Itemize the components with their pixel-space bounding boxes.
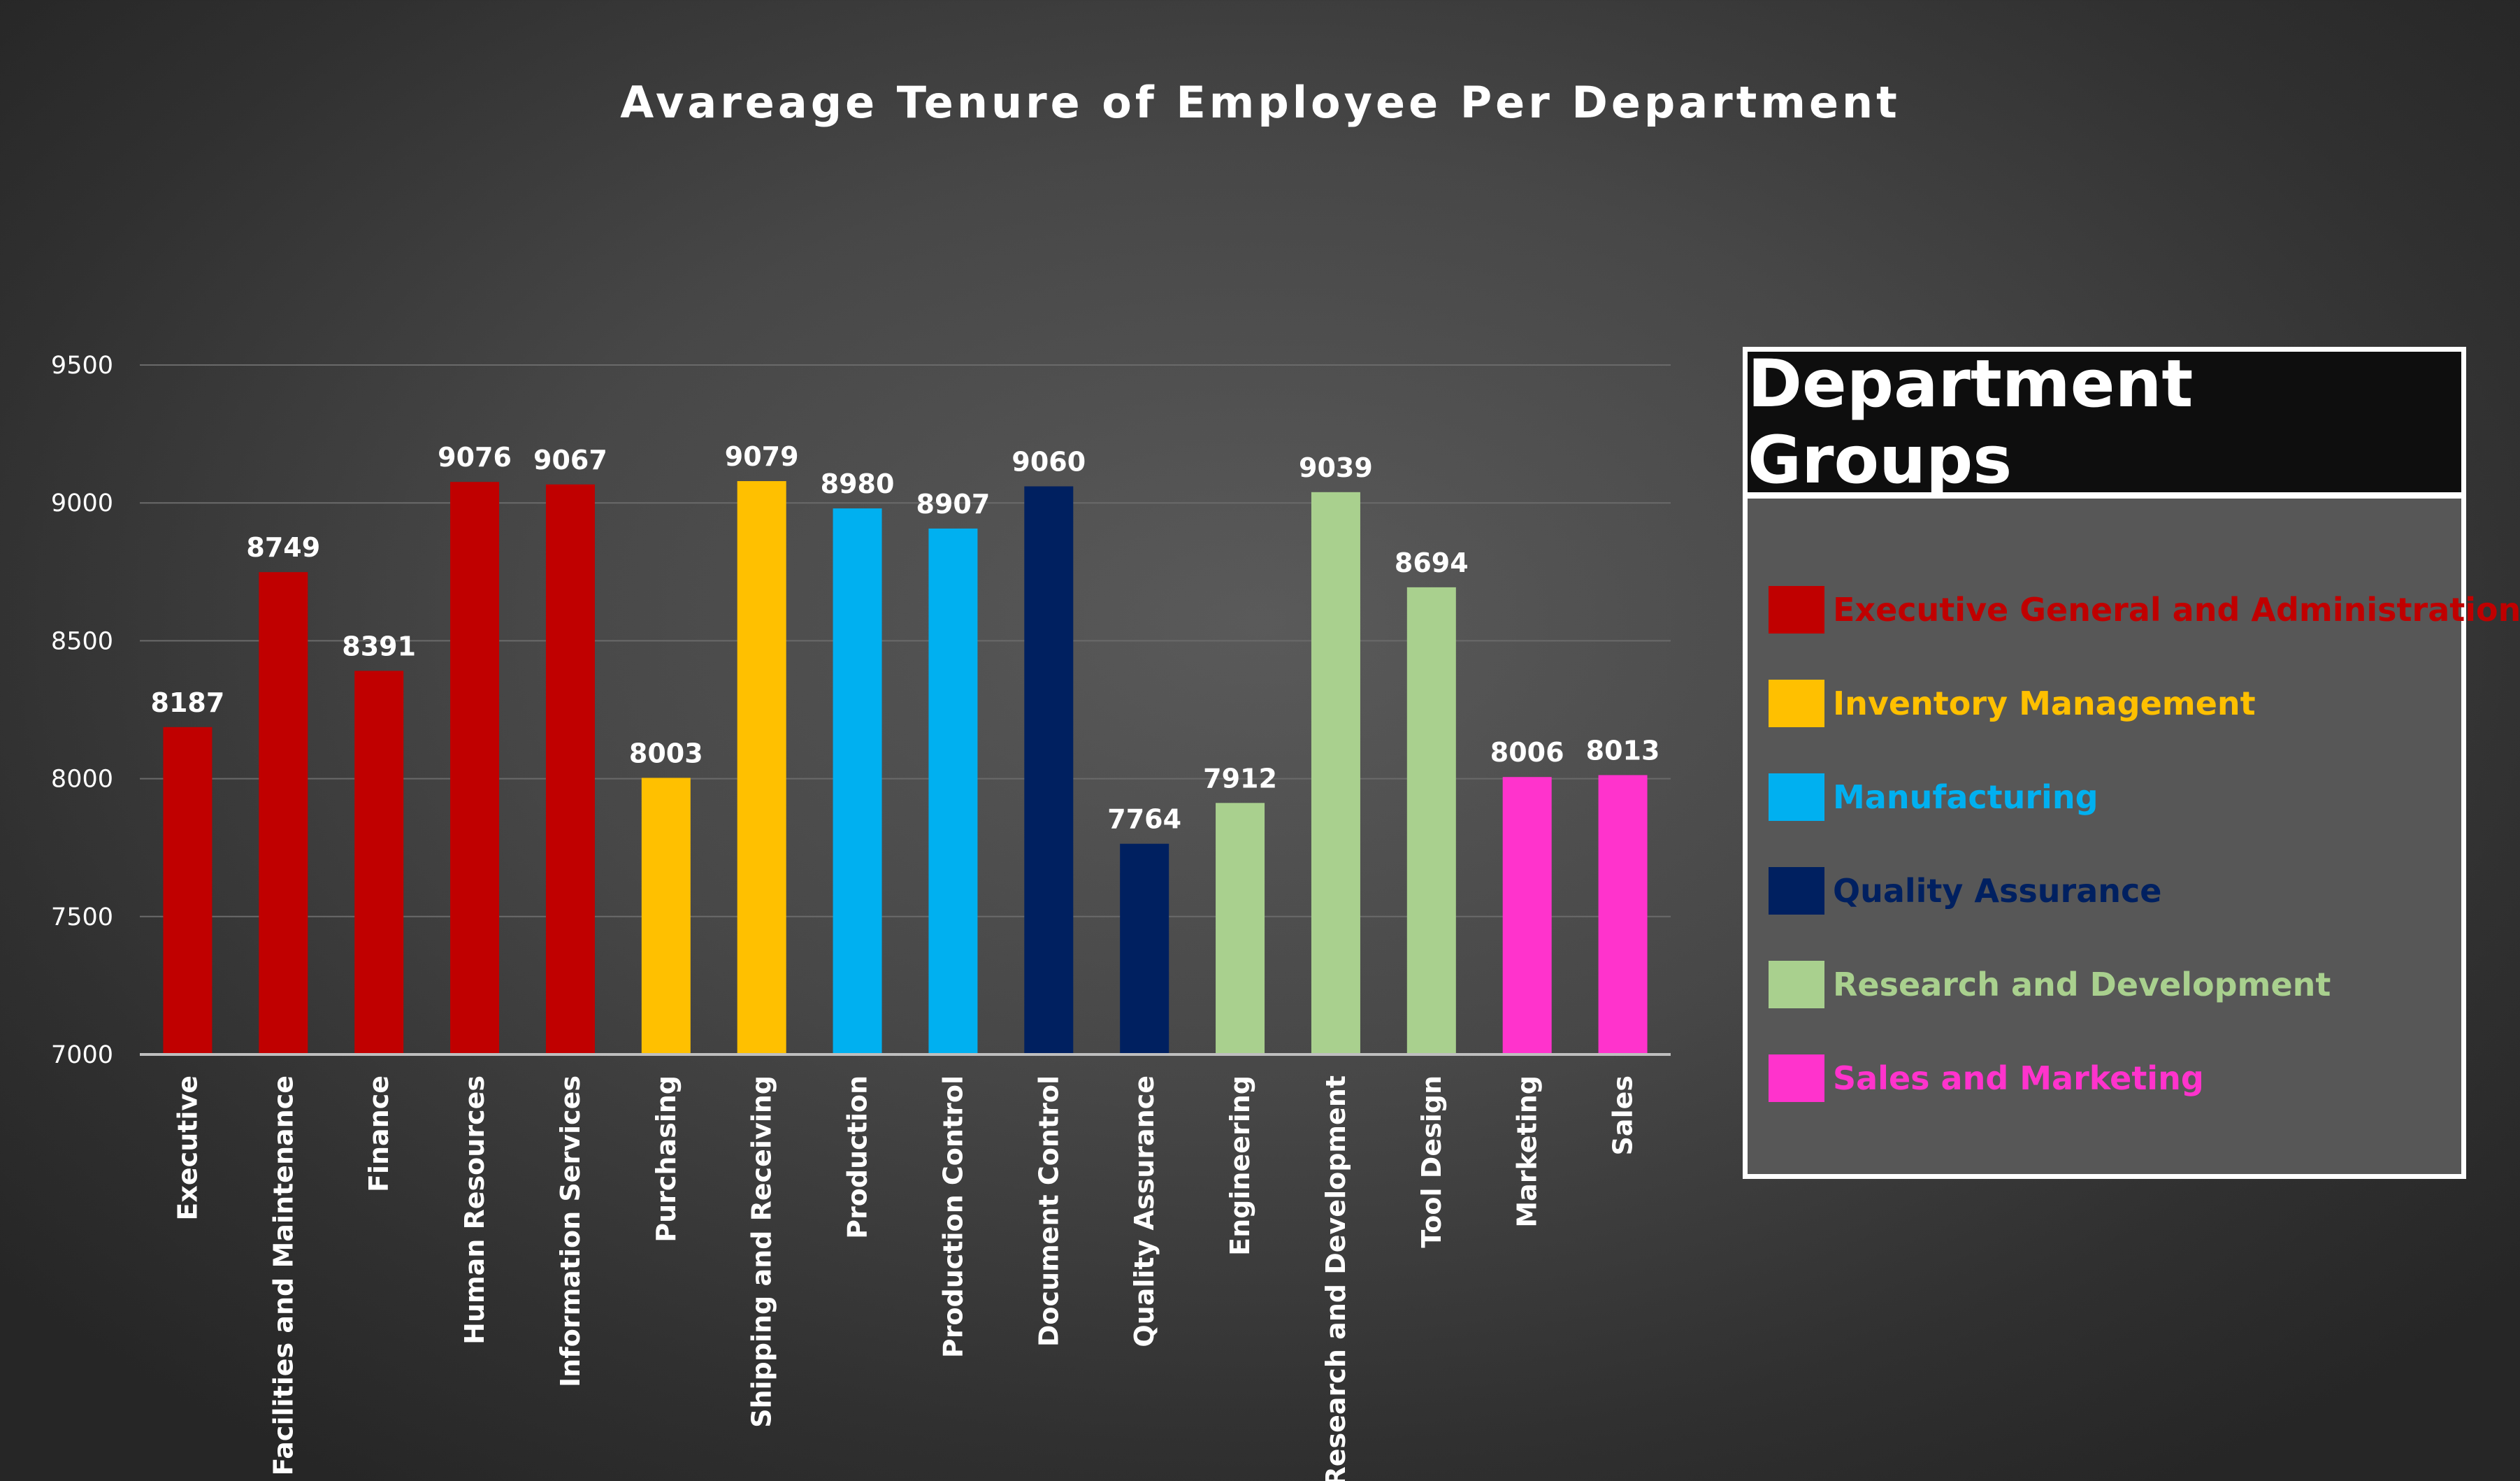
- bar: [1502, 777, 1552, 1054]
- bar: [928, 528, 978, 1054]
- legend-item-sales-marketing: Sales and Marketing: [1769, 1031, 2461, 1125]
- bar: [163, 727, 213, 1054]
- category-label: Finance: [363, 1075, 394, 1192]
- data-label: 9039: [1299, 452, 1373, 483]
- category-label: Quality Assurance: [1129, 1075, 1160, 1347]
- category-label: Purchasing: [651, 1075, 682, 1243]
- legend-body: Executive General and Administration Inv…: [1748, 499, 2520, 1125]
- category-label: Engineering: [1225, 1075, 1255, 1256]
- legend-label: Sales and Marketing: [1833, 1059, 2204, 1097]
- data-label: 8187: [151, 687, 225, 718]
- bar: [450, 482, 500, 1054]
- chart-title: Avareage Tenure of Employee Per Departme…: [620, 77, 1901, 128]
- data-label: 8749: [246, 532, 320, 563]
- bar: [1024, 486, 1074, 1054]
- data-label: 7912: [1203, 763, 1277, 794]
- data-label: 9067: [533, 445, 607, 475]
- data-label: 9060: [1011, 447, 1086, 478]
- x-axis-categories: Executive Facilities and Maintenance Finan…: [172, 1075, 1638, 1481]
- legend-item-inventory-management: Inventory Management: [1769, 657, 2461, 750]
- category-label: Human Resources: [459, 1075, 490, 1345]
- bar: [737, 481, 786, 1054]
- y-tick-label: 9000: [51, 489, 113, 517]
- legend-title: Department Groups: [1748, 345, 2194, 499]
- y-axis-ticks: 7000 7500 8000 8500 9000 9500: [51, 352, 113, 1069]
- legend-item-manufacturing: Manufacturing: [1769, 750, 2461, 844]
- category-label: Shipping and Receiving: [747, 1075, 777, 1428]
- legend-label: Quality Assurance: [1833, 872, 2162, 910]
- bar: [545, 484, 595, 1054]
- legend-label: Executive General and Administration: [1833, 591, 2520, 629]
- y-tick-label: 8000: [51, 766, 113, 794]
- legend-item-quality-assurance: Quality Assurance: [1769, 844, 2461, 938]
- data-labels: 8187 8749 8391 9076 9067 8003 9079 8980 8907 9060…: [151, 441, 1660, 835]
- category-label: Sales: [1608, 1075, 1639, 1155]
- data-label: 8694: [1395, 548, 1469, 578]
- y-tick-label: 8500: [51, 627, 113, 655]
- legend-swatch: [1769, 867, 1824, 915]
- data-label: 8013: [1586, 735, 1660, 766]
- data-label: 8980: [821, 468, 895, 499]
- legend-swatch: [1769, 961, 1824, 1008]
- category-label: Information Services: [555, 1075, 586, 1387]
- data-label: 9076: [438, 442, 512, 473]
- category-label: Tool Design: [1416, 1075, 1447, 1248]
- data-label: 8006: [1490, 737, 1564, 768]
- data-label: 8391: [342, 631, 416, 661]
- bar: [1406, 587, 1456, 1054]
- legend-swatch: [1769, 586, 1824, 634]
- bar: [259, 572, 308, 1054]
- data-label: 7764: [1107, 804, 1181, 835]
- legend-swatch: [1769, 773, 1824, 821]
- category-label: Production Control: [937, 1075, 968, 1358]
- legend-label: Research and Development: [1833, 966, 2331, 1003]
- category-label: Document Control: [1033, 1075, 1064, 1347]
- bar: [354, 671, 404, 1054]
- y-tick-label: 7500: [51, 903, 113, 931]
- category-label: Marketing: [1512, 1075, 1543, 1228]
- category-label: Facilities and Maintenance: [268, 1075, 298, 1475]
- category-label: Research and Development: [1320, 1075, 1351, 1481]
- data-label: 8003: [629, 738, 703, 768]
- bar: [1216, 803, 1265, 1054]
- y-tick-label: 9500: [51, 352, 113, 380]
- legend-label: Manufacturing: [1833, 778, 2098, 816]
- bar: [1120, 843, 1169, 1054]
- legend-swatch: [1769, 680, 1824, 727]
- bar: [641, 778, 691, 1054]
- y-tick-label: 7000: [51, 1041, 113, 1069]
- data-label: 9079: [725, 441, 799, 472]
- legend-header: Department Groups: [1748, 346, 2461, 499]
- legend-item-executive-general-admin: Executive General and Administration: [1769, 563, 2520, 657]
- category-label: Executive: [172, 1075, 203, 1221]
- legend-panel: Department Groups Executive General and …: [1743, 346, 2520, 1179]
- legend-label: Inventory Management: [1833, 685, 2256, 722]
- legend-swatch: [1769, 1054, 1824, 1102]
- data-label: 8907: [916, 489, 991, 520]
- category-label: Production: [842, 1075, 873, 1239]
- bar: [833, 508, 882, 1054]
- legend-item-research-development: Research and Development: [1769, 938, 2461, 1031]
- bar: [1598, 775, 1648, 1054]
- bars: [163, 481, 1648, 1054]
- bar: [1311, 492, 1360, 1054]
